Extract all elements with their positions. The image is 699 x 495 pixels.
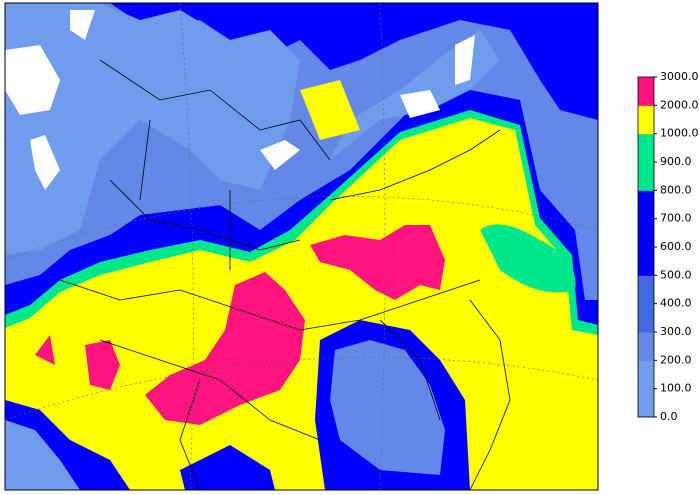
map-frame: [4, 2, 599, 491]
colorbar-tick-label: 1000.0: [660, 127, 699, 140]
map: [4, 2, 599, 491]
colorbar-tick-label: 300.0: [660, 325, 692, 338]
colorbar-tick-label: 800.0: [660, 183, 692, 196]
colorbar-segment: [638, 388, 654, 418]
colorbar-tick-label: 900.0: [660, 155, 692, 168]
nodata-patch: [400, 35, 475, 118]
colorbar-tick-label: 100.0: [660, 382, 692, 395]
high-patch: [310, 225, 445, 300]
colorbar-tick-label: 600.0: [660, 240, 692, 253]
green-patch: [480, 224, 576, 293]
high-patch: [145, 272, 305, 425]
colorbar-segment: [638, 218, 654, 248]
colorbar-segment: [638, 303, 654, 333]
colorbar-segment: [638, 105, 654, 135]
colorbar-segment: [638, 247, 654, 276]
band-blue-s: [180, 445, 275, 490]
colorbar-segment: [638, 275, 654, 305]
colorbar-segment: [638, 360, 654, 390]
colorbar-tick-label: 200.0: [660, 353, 692, 366]
colorbar-segment: [638, 190, 654, 220]
colorbar-tick-label: 400.0: [660, 297, 692, 310]
colorbar-tick-label: 2000.0: [660, 98, 699, 111]
province-borders: [59, 59, 511, 491]
colorbar-tick-label: 500.0: [660, 268, 692, 281]
colorbar-tick-label: 3000.0: [660, 70, 699, 83]
nodata-patch: [260, 140, 300, 170]
nodata-patch: [5, 45, 60, 115]
colorbar: 0.0 100.0 200.0 300.0 400.0 500.0 600.0 700.0 80…: [637, 70, 699, 423]
colorbar-tick-label: 0.0: [660, 410, 678, 423]
colorbar-tick-label: 700.0: [660, 212, 692, 225]
colorbar-segment: [638, 332, 654, 361]
colorbar-segment: [638, 77, 654, 106]
band-light-sw: [5, 420, 80, 490]
colorbar-segment: [638, 162, 654, 191]
high-patch: [35, 335, 120, 390]
nodata-patch: [70, 10, 95, 40]
nodata-patch: [30, 135, 60, 190]
yellow-patch: [300, 80, 360, 140]
colorbar-segment: [638, 133, 654, 163]
band-mid-blue-south: [330, 340, 445, 475]
band-light-blue: [5, 3, 300, 255]
